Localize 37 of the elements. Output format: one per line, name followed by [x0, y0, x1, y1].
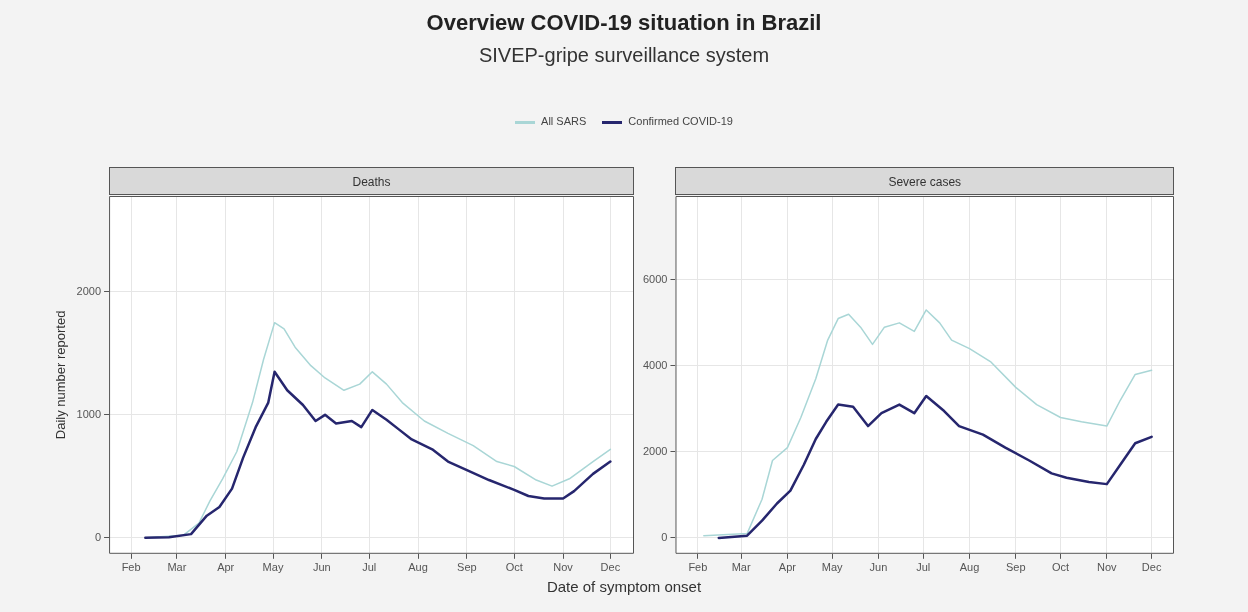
text: SIVEP-gripe surveillance system — [477, 44, 771, 67]
x-tick-label: Mar — [167, 561, 187, 574]
y-tick-label: 2000 — [642, 444, 668, 457]
x-tick-label: May — [262, 561, 284, 574]
x-tick-label: Nov — [1097, 561, 1118, 574]
x-tick-label: Feb — [688, 561, 708, 574]
y-tick-label: 4000 — [642, 358, 668, 371]
text: Overview COVID-19 situation in Brazil — [425, 10, 823, 36]
y-tick-label: 0 — [661, 530, 668, 543]
legend-label: All SARS — [541, 115, 587, 128]
chart-title: Deaths — [109, 167, 634, 195]
legend-label: Confirmed COVID-19 — [628, 115, 733, 128]
x-tick-label: Mar — [731, 561, 751, 574]
x-tick-label: Jun — [313, 561, 331, 574]
x-tick-label: Nov — [553, 561, 574, 574]
x-tick-label: Apr — [217, 561, 235, 574]
x-tick-label: Aug — [408, 561, 428, 574]
x-tick-label: Oct — [505, 561, 523, 574]
y-tick-label: 6000 — [642, 272, 668, 285]
x-tick-label: Jul — [362, 561, 377, 574]
x-tick-label: Feb — [121, 561, 141, 574]
x-tick-label: Dec — [600, 561, 621, 574]
x-tick-label: Oct — [1052, 561, 1070, 574]
x-tick-label: Dec — [1141, 561, 1162, 574]
x-tick-label: Aug — [959, 561, 980, 574]
x-tick-label: Jun — [869, 561, 888, 574]
chart-title: Severe cases — [675, 167, 1174, 195]
y-tick-label: 0 — [94, 530, 102, 543]
y-tick-label: 1000 — [76, 407, 102, 420]
x-tick-label: Apr — [778, 561, 797, 574]
y-tick-label: 2000 — [76, 284, 102, 297]
x-tick-label: Jul — [916, 561, 931, 574]
x-tick-label: Sep — [1006, 561, 1026, 574]
x-tick-label: Sep — [457, 561, 477, 574]
x-tick-label: May — [821, 561, 844, 574]
y-axis-title: Daily number reported — [53, 310, 69, 440]
x-axis-title: Date of symptom onset — [545, 578, 703, 595]
